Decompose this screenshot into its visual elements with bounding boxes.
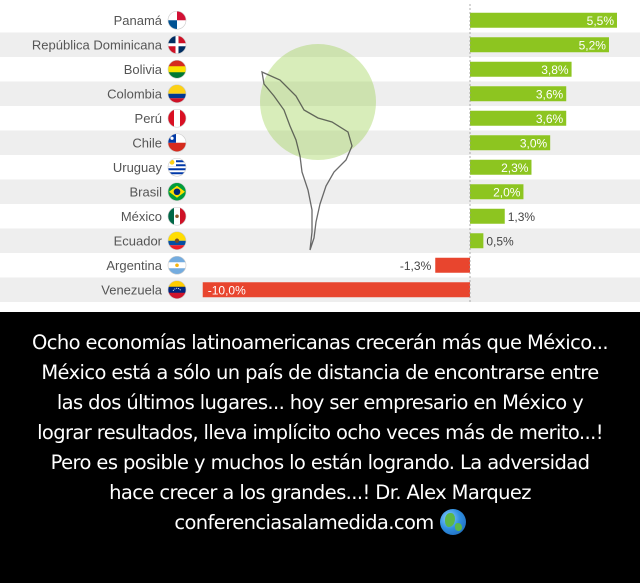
category-label: Venezuela [101, 282, 162, 297]
category-label: República Dominicana [32, 37, 163, 52]
flag-border [167, 280, 187, 300]
globe-decoration [260, 44, 376, 160]
flag-border [167, 255, 187, 275]
latin-america-outline [261, 70, 353, 251]
caption-line: Pero es posible y muchos lo están logran… [50, 451, 590, 474]
caption-line: México está a sólo un país de distancia … [41, 361, 599, 384]
flag-border [167, 10, 187, 30]
category-label: Colombia [107, 86, 163, 101]
data-label: 3,8% [541, 63, 569, 77]
brazil-flag-icon [168, 182, 186, 201]
flag-border [167, 182, 187, 202]
category-label: Brasil [129, 184, 162, 199]
flag-border [167, 133, 187, 153]
bar-chart: Panamá 5,5% República Dominicana 5,2% Bolivi… [0, 4, 640, 304]
data-label: -10,0% [208, 283, 246, 297]
category-label: Argentina [106, 258, 162, 273]
chile-flag-icon [168, 133, 186, 152]
category-label: Bolivia [124, 62, 163, 77]
mexico-flag-icon [168, 207, 186, 226]
caption-website-line: conferenciasalamedida.com [30, 508, 610, 538]
panama-flag-icon [168, 11, 186, 30]
category-label: Uruguay [113, 160, 163, 175]
bar [470, 208, 505, 224]
colombia-flag-icon [168, 84, 186, 103]
caption-line: hace crecer a los grandes...! Dr. Alex M… [109, 481, 531, 504]
bar [470, 86, 567, 102]
category-label: Ecuador [114, 233, 163, 248]
flag-border [167, 231, 187, 251]
data-label: 5,5% [587, 14, 615, 28]
category-label: México [121, 209, 162, 224]
website-link[interactable]: conferenciasalamedida.com [174, 511, 434, 534]
data-label: 0,5% [486, 234, 514, 248]
data-label: 2,0% [493, 185, 521, 199]
category-label: Perú [135, 111, 162, 126]
caption-line: Ocho economías latinoamericanas crecerán… [32, 331, 609, 354]
caption-line: lograr resultados, lleva implícito ocho … [37, 421, 603, 444]
bar [470, 12, 617, 28]
data-label: 3,6% [536, 112, 564, 126]
dominican-republic-flag-icon [168, 35, 186, 54]
bar [470, 61, 572, 77]
bar [202, 282, 470, 298]
bolivia-flag-icon [168, 60, 186, 79]
bar [470, 37, 609, 53]
data-label: 3,0% [520, 136, 548, 150]
flag-border [167, 84, 187, 104]
bar [470, 159, 532, 175]
flag-border [167, 157, 187, 177]
bar [470, 110, 567, 126]
row-background [0, 179, 640, 204]
category-label: Chile [132, 135, 162, 150]
bar [470, 184, 524, 200]
flag-border [167, 59, 187, 79]
ecuador-flag-icon [168, 231, 186, 250]
flag-border [167, 206, 187, 226]
data-label: -1,3% [400, 259, 432, 273]
venezuela-flag-icon [168, 280, 186, 299]
bar [470, 233, 484, 249]
flag-border [167, 35, 187, 55]
argentina-flag-icon [168, 256, 186, 275]
category-label: Panamá [114, 13, 163, 28]
data-label: 1,3% [508, 210, 536, 224]
globe-icon [439, 509, 466, 535]
data-label: 2,3% [501, 161, 529, 175]
row-background [0, 228, 640, 253]
data-label: 3,6% [536, 87, 564, 101]
bar [470, 135, 551, 151]
caption: Ocho economías latinoamericanas crecerán… [0, 316, 640, 583]
flag-border [167, 108, 187, 128]
chart-area: Panamá 5,5% República Dominicana 5,2% Bolivi… [0, 0, 640, 312]
data-label: 5,2% [579, 38, 607, 52]
caption-line: las dos últimos lugares... hoy ser empre… [56, 391, 584, 414]
bar [435, 257, 470, 273]
peru-flag-icon [168, 109, 186, 128]
